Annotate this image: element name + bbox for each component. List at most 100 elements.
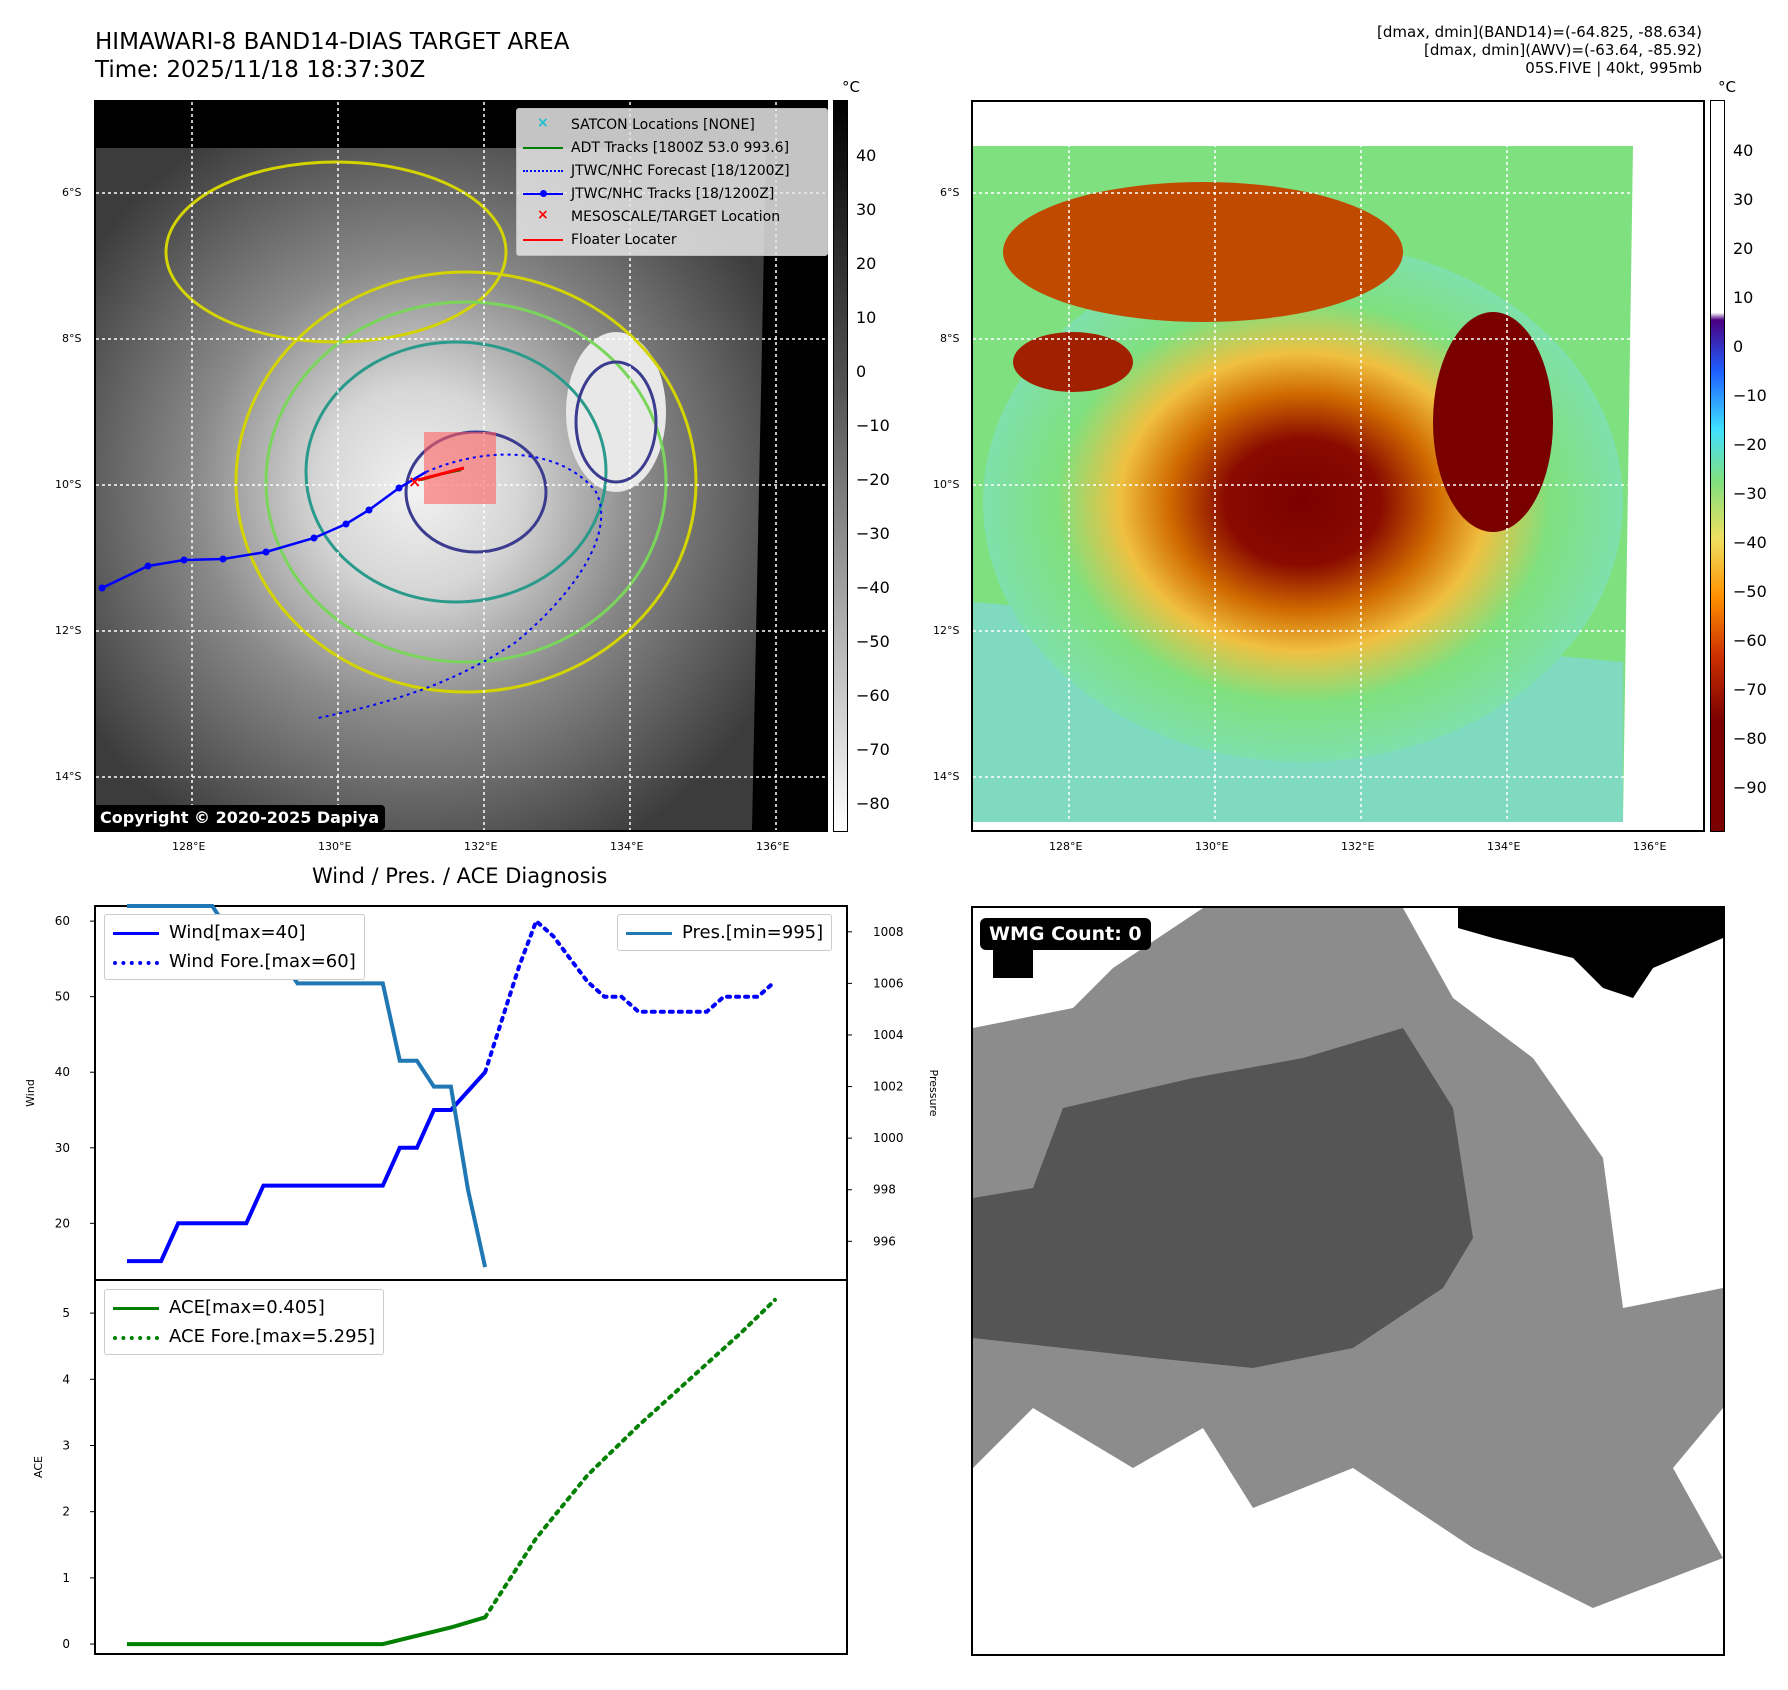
- ace-tick-label: 0: [62, 1637, 70, 1651]
- legend-satcon: × SATCON Locations [NONE]: [523, 113, 821, 136]
- awv-satellite-panel: [971, 100, 1705, 832]
- wmg-dark-region: [973, 1028, 1473, 1368]
- ir-cb-tick: 0: [856, 362, 867, 381]
- series-line-1: [483, 917, 777, 1075]
- ir-lon-label: 132°E: [464, 840, 498, 853]
- awv-lon-label: 132°E: [1341, 840, 1375, 853]
- legend-floater: Floater Locater: [523, 228, 821, 251]
- awv-cb-tick: −10: [1733, 386, 1767, 405]
- ace-tick-label: 4: [62, 1372, 70, 1386]
- ace-dotted-icon: [113, 1330, 159, 1344]
- legend-jtwc-tracks: JTWC/NHC Tracks [18/1200Z]: [523, 182, 821, 205]
- adt-line-icon: [523, 141, 563, 155]
- ir-colorbar-unit: °C: [842, 78, 860, 96]
- ir-lat-label: 10°S: [55, 478, 82, 491]
- ir-cb-tick: 10: [856, 308, 877, 327]
- floater-locater-line: [417, 466, 465, 482]
- awv-lon-label: 134°E: [1487, 840, 1521, 853]
- pressure-tick-label: 1006: [873, 976, 904, 990]
- wmg-black-patch: [993, 948, 1033, 978]
- ir-lat-label: 14°S: [55, 770, 82, 783]
- awv-cb-tick: −80: [1733, 729, 1767, 748]
- ace-tick-label: 2: [62, 1505, 70, 1519]
- awv-cb-tick: 30: [1733, 190, 1754, 209]
- ir-contour-navy-2: [574, 360, 658, 484]
- awv-dry-west: [1013, 332, 1133, 392]
- ir-contour-green: [264, 300, 668, 664]
- series-line-0: [127, 1070, 487, 1264]
- legend-pressure: Pres.[min=995]: [626, 918, 823, 947]
- awv-lat-label: 14°S: [933, 770, 960, 783]
- ir-contour-yellow-2: [234, 270, 698, 694]
- ir-cloud-image: ×: [96, 102, 826, 830]
- awv-lat-label: 10°S: [933, 478, 960, 491]
- ir-cb-tick: −60: [856, 686, 890, 705]
- ir-legend: × SATCON Locations [NONE] ADT Tracks [180…: [516, 108, 828, 256]
- legend-adt: ADT Tracks [1800Z 53.0 993.6]: [523, 136, 821, 159]
- ir-lon-label: 134°E: [610, 840, 644, 853]
- awv-cb-tick: −50: [1733, 582, 1767, 601]
- ir-cb-tick: −40: [856, 578, 890, 597]
- title-line-1: HIMAWARI-8 BAND14-DIAS TARGET AREA: [95, 29, 570, 55]
- ir-cb-tick: 30: [856, 200, 877, 219]
- pressure-line-icon: [626, 926, 672, 940]
- wmg-image: [973, 908, 1723, 1608]
- legend-label: ADT Tracks [1800Z 53.0 993.6]: [571, 139, 790, 156]
- ir-cb-tick: 20: [856, 254, 877, 273]
- legend-ace: ACE[max=0.405]: [113, 1293, 375, 1322]
- awv-lat-label: 12°S: [933, 624, 960, 637]
- legend-label: SATCON Locations [NONE]: [571, 116, 755, 133]
- jtwc-track-line: [101, 470, 427, 590]
- awv-cb-tick: −30: [1733, 484, 1767, 503]
- info-line-3: 05S.FIVE | 40kt, 995mb: [1525, 59, 1702, 77]
- ir-cb-tick: −70: [856, 740, 890, 759]
- awv-cb-tick: −40: [1733, 533, 1767, 552]
- legend-label: JTWC/NHC Tracks [18/1200Z]: [571, 185, 775, 202]
- wind-legend: Wind[max=40] Wind Fore.[max=60]: [104, 914, 365, 980]
- ir-cb-tick: 40: [856, 146, 877, 165]
- wind-y-ticks: 20 30 40 50 60: [55, 914, 95, 1230]
- awv-cb-tick: 10: [1733, 288, 1754, 307]
- ir-convection-east: [566, 332, 666, 492]
- ace-legend: ACE[max=0.405] ACE Fore.[max=5.295]: [104, 1289, 385, 1355]
- legend-wind-forecast: Wind Fore.[max=60]: [113, 947, 356, 976]
- awv-cb-tick: −70: [1733, 680, 1767, 699]
- info-line-1: [dmax, dmin](BAND14)=(-64.825, -88.634): [1377, 23, 1702, 41]
- ace-series-layer: [127, 1297, 777, 1647]
- pressure-y-ticks: 996 998 1000 1002 1004 1006 1008: [847, 925, 904, 1248]
- wind-line-icon: [113, 926, 159, 940]
- wind-tick-label: 20: [55, 1216, 70, 1230]
- ace-y-ticks: 0 1 2 3 4 5: [62, 1306, 95, 1651]
- ace-axis-label: ACE: [32, 1456, 45, 1478]
- series-line-2: [127, 904, 488, 1268]
- awv-dry-band-north: [1003, 182, 1403, 322]
- copyright-label: Copyright © 2020-2025 Dapiya: [94, 805, 386, 830]
- legend-label: Wind[max=40]: [169, 922, 306, 943]
- track-line-icon: [523, 187, 563, 201]
- jtwc-track-points: [98, 484, 403, 592]
- pressure-tick-label: 998: [873, 1183, 896, 1197]
- satcon-marker-icon: ×: [537, 114, 549, 131]
- awv-cb-tick: −20: [1733, 435, 1767, 454]
- forecast-dotted-icon: [523, 164, 563, 178]
- wmg-black-region: [1458, 908, 1723, 998]
- wind-tick-label: 50: [55, 990, 70, 1004]
- wind-axis-label: Wind: [24, 1079, 37, 1107]
- ir-contour-yellow: [164, 160, 508, 344]
- ace-series-line-1: [483, 1297, 777, 1620]
- wind-series-layer: [127, 904, 777, 1268]
- wmg-panel: [971, 906, 1725, 1656]
- awv-lat-label: 6°S: [940, 186, 960, 199]
- ir-colorbar: [833, 100, 848, 832]
- ir-cb-tick: −30: [856, 524, 890, 543]
- title-line-2: Time: 2025/11/18 18:37:30Z: [95, 57, 426, 83]
- ir-lat-label: 6°S: [62, 186, 82, 199]
- ir-lon-label: 136°E: [756, 840, 790, 853]
- awv-lat-label: 8°S: [940, 332, 960, 345]
- wind-pressure-chart: Wind Pressure 20 30 40 50 60 996 998 1000 1002 1…: [24, 904, 940, 1281]
- awv-lon-label: 128°E: [1049, 840, 1083, 853]
- wind-dotted-icon: [113, 955, 159, 969]
- awv-cb-tick: −90: [1733, 778, 1767, 797]
- ace-series-line-0: [127, 1615, 486, 1647]
